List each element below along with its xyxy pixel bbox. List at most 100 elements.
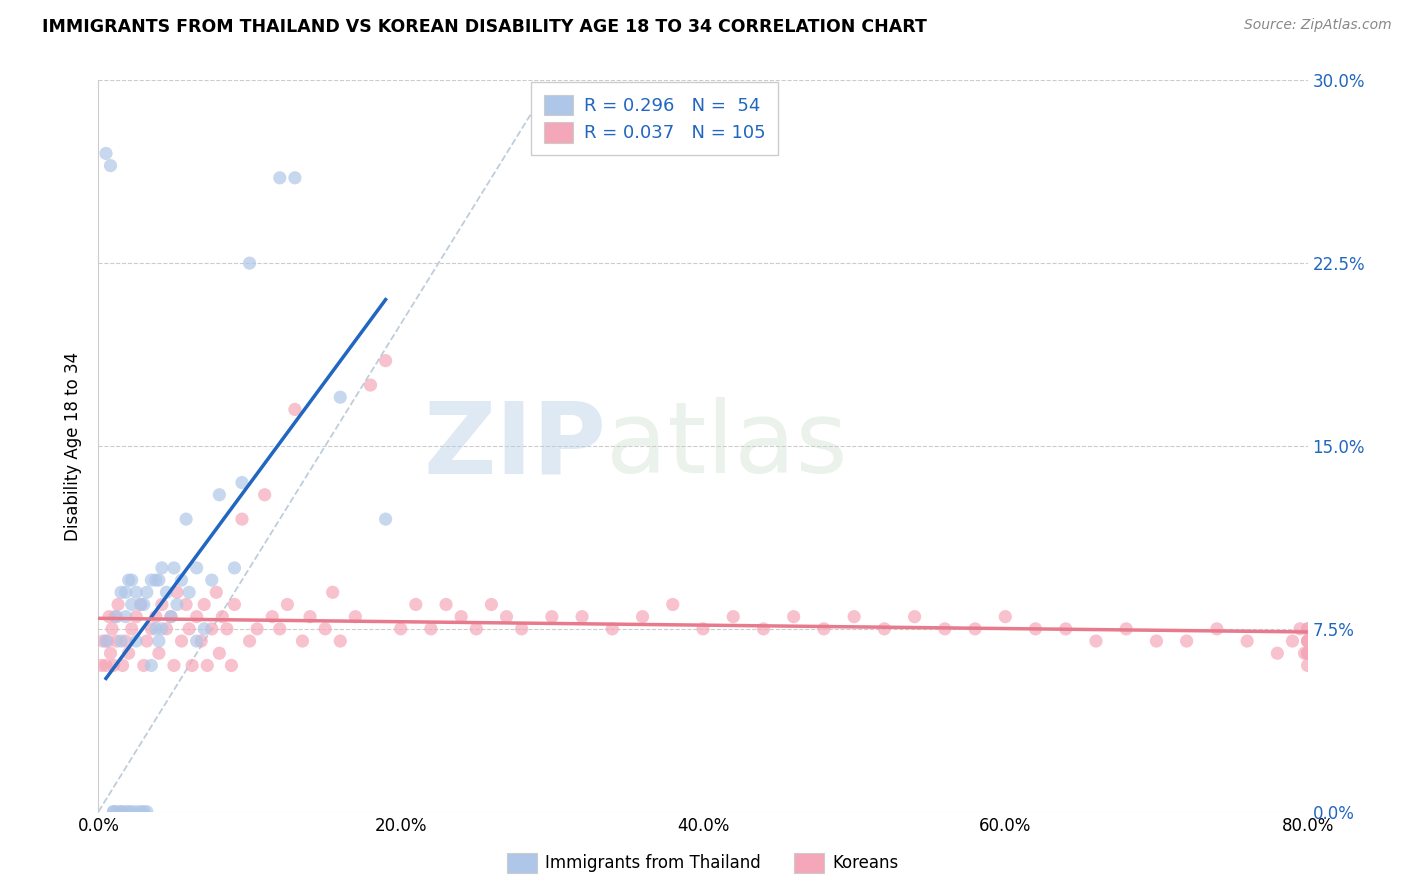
- Point: [163, 561, 186, 575]
- Point: [1289, 622, 1312, 636]
- Point: [224, 561, 246, 575]
- Point: [166, 598, 188, 612]
- Point: [1267, 646, 1289, 660]
- Point: [160, 609, 183, 624]
- Point: [1296, 634, 1319, 648]
- Point: [118, 573, 141, 587]
- Point: [723, 609, 745, 624]
- Point: [121, 598, 143, 612]
- Point: [148, 646, 170, 660]
- Point: [107, 598, 129, 612]
- Point: [195, 658, 218, 673]
- Point: [186, 609, 208, 624]
- Point: [155, 585, 177, 599]
- Point: [181, 658, 204, 673]
- Point: [813, 622, 835, 636]
- Point: [101, 622, 124, 636]
- Point: [105, 805, 128, 819]
- Point: [150, 561, 173, 575]
- Point: [118, 646, 141, 660]
- Point: [208, 646, 231, 660]
- Point: [239, 634, 262, 648]
- Point: [201, 573, 224, 587]
- Point: [193, 622, 215, 636]
- Point: [253, 488, 276, 502]
- Point: [692, 622, 714, 636]
- Point: [145, 609, 167, 624]
- Point: [374, 512, 396, 526]
- Point: [90, 658, 112, 673]
- Point: [965, 622, 987, 636]
- Point: [1296, 634, 1319, 648]
- Point: [1296, 622, 1319, 636]
- Point: [262, 609, 284, 624]
- Point: [166, 585, 188, 599]
- Point: [1144, 634, 1167, 648]
- Point: [114, 585, 136, 599]
- Point: [145, 622, 167, 636]
- Point: [540, 609, 562, 624]
- Point: [125, 609, 148, 624]
- Text: ZIP: ZIP: [423, 398, 606, 494]
- Point: [374, 353, 396, 368]
- Legend: Immigrants from Thailand, Koreans: Immigrants from Thailand, Koreans: [501, 847, 905, 880]
- Point: [174, 598, 197, 612]
- Point: [186, 561, 208, 575]
- Point: [631, 609, 654, 624]
- Point: [148, 634, 170, 648]
- Point: [1024, 622, 1046, 636]
- Point: [291, 634, 314, 648]
- Point: [114, 609, 136, 624]
- Point: [314, 622, 336, 636]
- Point: [110, 585, 132, 599]
- Point: [129, 598, 152, 612]
- Point: [135, 805, 157, 819]
- Point: [125, 634, 148, 648]
- Point: [1296, 646, 1319, 660]
- Point: [1085, 634, 1108, 648]
- Point: [103, 805, 125, 819]
- Point: [1296, 658, 1319, 673]
- Point: [1296, 646, 1319, 660]
- Point: [129, 598, 152, 612]
- Point: [121, 805, 143, 819]
- Point: [934, 622, 956, 636]
- Point: [434, 598, 457, 612]
- Point: [193, 598, 215, 612]
- Point: [110, 805, 132, 819]
- Point: [510, 622, 533, 636]
- Point: [1296, 622, 1319, 636]
- Point: [98, 609, 121, 624]
- Point: [121, 622, 143, 636]
- Point: [205, 585, 228, 599]
- Point: [100, 646, 122, 660]
- Point: [221, 658, 243, 673]
- Point: [269, 170, 291, 185]
- Point: [495, 609, 517, 624]
- Point: [344, 609, 367, 624]
- Point: [145, 573, 167, 587]
- Point: [389, 622, 412, 636]
- Point: [360, 378, 382, 392]
- Point: [103, 658, 125, 673]
- Point: [141, 573, 163, 587]
- Point: [1281, 634, 1303, 648]
- Point: [783, 609, 806, 624]
- Point: [239, 256, 262, 270]
- Point: [873, 622, 896, 636]
- Point: [208, 488, 231, 502]
- Point: [201, 622, 224, 636]
- Point: [110, 805, 132, 819]
- Point: [174, 512, 197, 526]
- Point: [94, 146, 117, 161]
- Point: [450, 609, 472, 624]
- Point: [132, 805, 155, 819]
- Point: [1296, 634, 1319, 648]
- Point: [1294, 646, 1316, 660]
- Point: [215, 622, 238, 636]
- Point: [571, 609, 593, 624]
- Point: [661, 598, 683, 612]
- Point: [132, 658, 155, 673]
- Point: [104, 609, 127, 624]
- Point: [904, 609, 927, 624]
